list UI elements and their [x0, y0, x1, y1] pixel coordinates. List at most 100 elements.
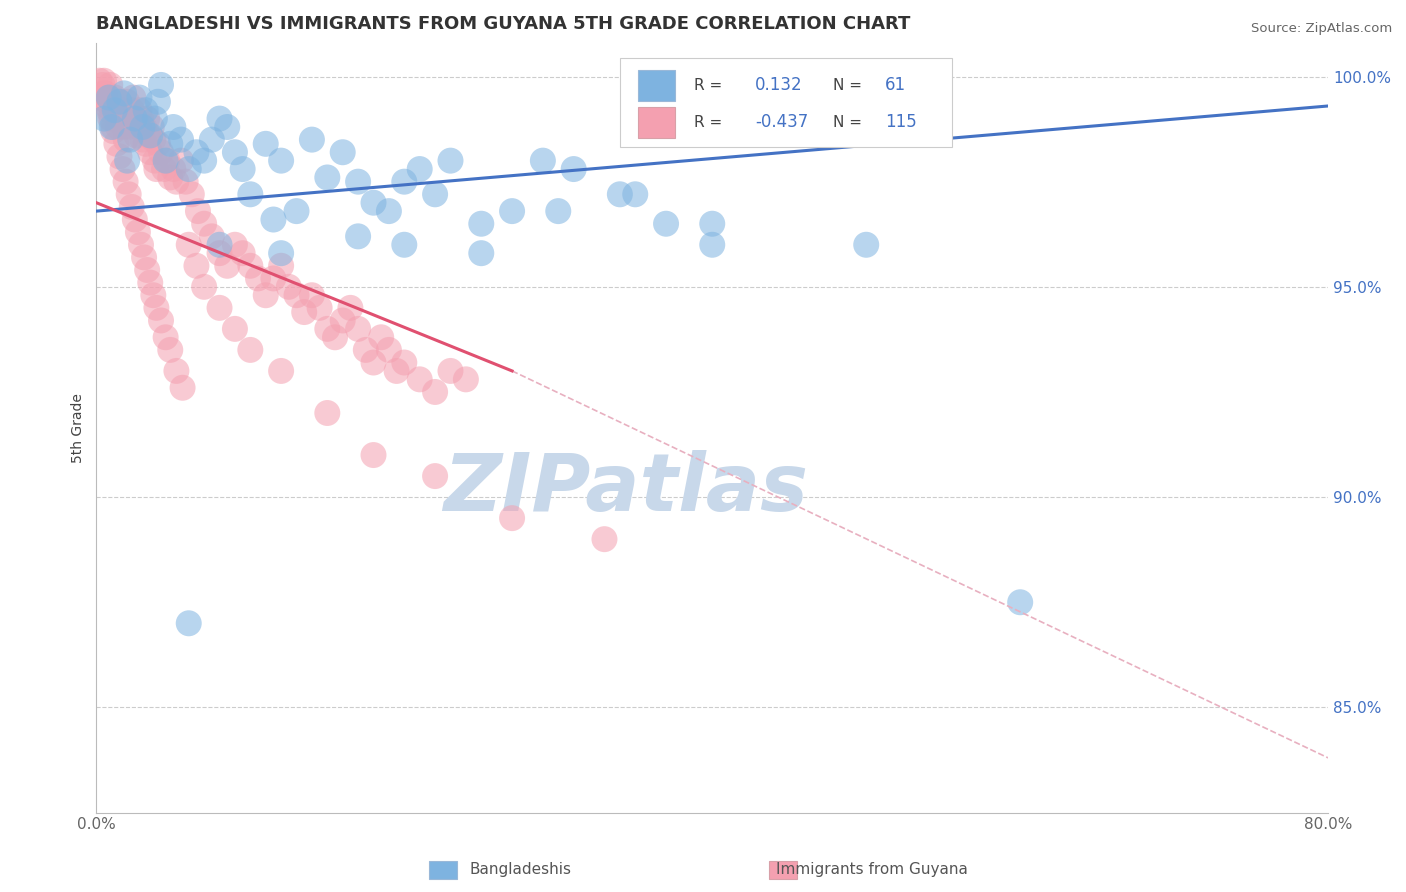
Point	[270, 246, 292, 260]
Point	[547, 204, 569, 219]
Text: 115: 115	[884, 113, 917, 131]
Point	[501, 511, 523, 525]
Point	[115, 95, 138, 109]
Point	[180, 187, 202, 202]
Point	[174, 175, 197, 189]
Point	[120, 120, 142, 134]
Point	[609, 187, 631, 202]
Point	[332, 145, 354, 160]
Point	[153, 162, 176, 177]
Text: BANGLADESHI VS IMMIGRANTS FROM GUYANA 5TH GRADE CORRELATION CHART: BANGLADESHI VS IMMIGRANTS FROM GUYANA 5T…	[97, 15, 911, 33]
Point	[155, 153, 177, 168]
Point	[531, 153, 554, 168]
Point	[131, 133, 153, 147]
Point	[112, 120, 135, 134]
Point	[394, 237, 416, 252]
FancyBboxPatch shape	[769, 861, 797, 879]
Y-axis label: 5th Grade: 5th Grade	[72, 392, 86, 463]
Point	[186, 145, 208, 160]
Point	[270, 153, 292, 168]
Text: Source: ZipAtlas.com: Source: ZipAtlas.com	[1251, 22, 1392, 36]
Text: 61: 61	[884, 76, 905, 95]
Point	[142, 133, 165, 147]
Point	[394, 175, 416, 189]
Point	[110, 112, 132, 126]
Point	[193, 153, 215, 168]
Point	[100, 112, 122, 126]
Point	[124, 112, 146, 126]
Point	[423, 384, 446, 399]
Point	[108, 95, 131, 109]
Point	[132, 251, 155, 265]
Point	[139, 145, 162, 160]
Point	[247, 271, 270, 285]
Point	[98, 78, 121, 92]
Point	[89, 74, 111, 88]
Point	[232, 246, 254, 260]
Point	[201, 133, 224, 147]
Point	[347, 229, 370, 244]
Text: ZIPatlas: ZIPatlas	[443, 450, 808, 528]
Point	[316, 322, 339, 336]
Point	[132, 120, 155, 134]
Point	[363, 195, 385, 210]
Point	[112, 87, 135, 101]
Point	[193, 217, 215, 231]
Point	[150, 145, 173, 160]
Point	[177, 162, 200, 177]
Point	[141, 120, 163, 134]
Point	[93, 112, 115, 126]
Point	[120, 133, 142, 147]
Point	[172, 381, 194, 395]
Point	[363, 448, 385, 462]
Text: N =: N =	[832, 115, 862, 129]
Point	[108, 149, 131, 163]
Point	[170, 133, 193, 147]
Point	[115, 153, 138, 168]
Point	[97, 103, 120, 118]
Point	[108, 95, 131, 109]
Point	[111, 103, 134, 118]
Point	[285, 288, 308, 302]
Point	[138, 128, 160, 143]
Point	[262, 271, 284, 285]
Point	[165, 175, 187, 189]
Point	[118, 187, 141, 202]
Point	[332, 313, 354, 327]
Point	[208, 237, 231, 252]
Point	[655, 217, 678, 231]
Point	[121, 200, 143, 214]
Point	[292, 305, 315, 319]
Point	[363, 355, 385, 369]
Point	[470, 246, 492, 260]
Point	[208, 246, 231, 260]
Point	[208, 301, 231, 315]
Point	[159, 343, 181, 357]
Point	[107, 120, 129, 134]
Point	[423, 187, 446, 202]
Point	[270, 364, 292, 378]
Point	[323, 330, 346, 344]
Point	[370, 330, 392, 344]
Point	[277, 280, 299, 294]
Point	[127, 120, 149, 134]
Point	[139, 128, 162, 143]
Point	[439, 364, 461, 378]
Point	[165, 364, 187, 378]
Point	[316, 406, 339, 420]
Point	[91, 78, 114, 92]
Point	[285, 204, 308, 219]
Point	[136, 112, 159, 126]
Point	[217, 259, 239, 273]
Point	[224, 322, 246, 336]
Point	[301, 288, 323, 302]
Point	[122, 90, 145, 104]
Point	[308, 301, 330, 315]
Point	[409, 372, 432, 386]
Point	[301, 133, 323, 147]
Point	[128, 103, 150, 118]
Point	[394, 355, 416, 369]
Point	[193, 280, 215, 294]
Point	[145, 162, 167, 177]
Text: Immigrants from Guyana: Immigrants from Guyana	[776, 863, 967, 877]
